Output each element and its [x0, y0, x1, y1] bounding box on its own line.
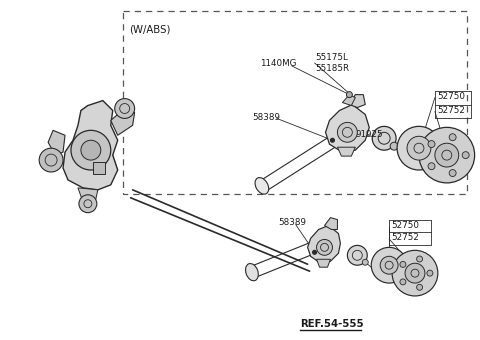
Circle shape: [81, 140, 101, 160]
Text: 52752: 52752: [391, 234, 419, 242]
Circle shape: [417, 256, 422, 262]
Polygon shape: [316, 259, 330, 267]
Circle shape: [462, 152, 469, 158]
Circle shape: [115, 99, 134, 118]
Circle shape: [362, 259, 368, 265]
Text: 55185R: 55185R: [315, 64, 350, 73]
Circle shape: [337, 122, 357, 142]
Circle shape: [419, 128, 475, 183]
Circle shape: [407, 136, 431, 160]
Polygon shape: [63, 101, 118, 190]
Polygon shape: [48, 130, 65, 155]
Circle shape: [79, 195, 97, 212]
Circle shape: [449, 134, 456, 141]
Polygon shape: [93, 162, 105, 174]
Ellipse shape: [255, 177, 269, 194]
Circle shape: [316, 239, 333, 255]
Text: 91925: 91925: [355, 130, 383, 139]
Circle shape: [397, 126, 441, 170]
Circle shape: [330, 138, 335, 142]
Circle shape: [347, 92, 352, 98]
Polygon shape: [337, 147, 355, 156]
Text: (W/ABS): (W/ABS): [129, 25, 170, 35]
Circle shape: [400, 279, 406, 285]
Polygon shape: [349, 95, 365, 107]
Circle shape: [405, 263, 425, 283]
Text: 58389: 58389: [278, 218, 306, 226]
Polygon shape: [324, 218, 337, 230]
Polygon shape: [78, 188, 98, 204]
Text: 52750: 52750: [391, 221, 419, 230]
Circle shape: [428, 163, 435, 170]
Ellipse shape: [246, 264, 258, 281]
Polygon shape: [308, 225, 340, 263]
Text: 58389: 58389: [252, 114, 280, 122]
Circle shape: [435, 143, 459, 167]
Circle shape: [312, 250, 316, 254]
Text: REF.54-555: REF.54-555: [300, 319, 363, 329]
Circle shape: [71, 130, 111, 170]
Circle shape: [417, 284, 422, 290]
Text: 1140MG: 1140MG: [260, 59, 296, 68]
Circle shape: [400, 261, 406, 267]
Circle shape: [371, 248, 407, 283]
Polygon shape: [325, 104, 369, 152]
Circle shape: [372, 126, 396, 150]
Text: 52750: 52750: [437, 92, 465, 101]
Circle shape: [392, 250, 438, 296]
Polygon shape: [111, 108, 134, 135]
Circle shape: [390, 142, 398, 150]
Text: 52752: 52752: [437, 105, 465, 115]
Polygon shape: [342, 95, 355, 105]
Circle shape: [428, 140, 435, 148]
Circle shape: [39, 148, 63, 172]
Text: 55175L: 55175L: [315, 53, 348, 62]
Circle shape: [380, 256, 398, 274]
Bar: [123, 11, 467, 193]
Circle shape: [348, 245, 367, 265]
Circle shape: [427, 270, 433, 276]
Circle shape: [449, 170, 456, 176]
